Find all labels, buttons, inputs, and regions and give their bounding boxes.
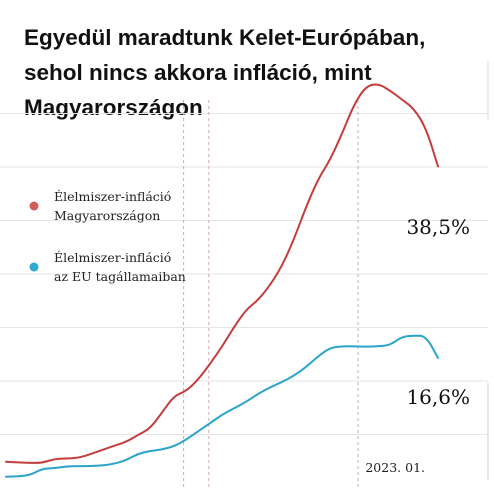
legend-label-eu-line-2: az EU tagállamaiban [54, 269, 186, 284]
legend-label-hungary-line-1: Élelmiszer-infláció [54, 189, 171, 204]
chart-title: Egyedül maradtunk Kelet-Európában, sehol… [24, 20, 474, 125]
end-label-eu: 16,6% [406, 385, 470, 409]
title-line-1: Egyedül maradtunk Kelet-Európában, [24, 25, 426, 50]
x-tick-label-2023-01: 2023. 01. [365, 460, 425, 475]
legend-label-hungary-line-2: Magyarországon [54, 208, 160, 223]
series-lines [5, 83, 439, 478]
title-line-2: sehol nincs akkora infláció, mint [24, 60, 372, 85]
legend-marker-hungary [29, 201, 39, 211]
gridlines [0, 113, 488, 435]
legend-marker-eu [29, 262, 39, 272]
end-label-hungary: 38,5% [406, 215, 470, 239]
reference-lines [183, 100, 359, 488]
legend: Élelmiszer-infláció Magyarországon Élelm… [29, 189, 186, 284]
series-line-eu [5, 334, 439, 478]
title-line-3: Magyarországon [24, 95, 203, 120]
series-line-hungary [5, 83, 439, 464]
legend-label-eu-line-1: Élelmiszer-infláció [54, 250, 171, 265]
